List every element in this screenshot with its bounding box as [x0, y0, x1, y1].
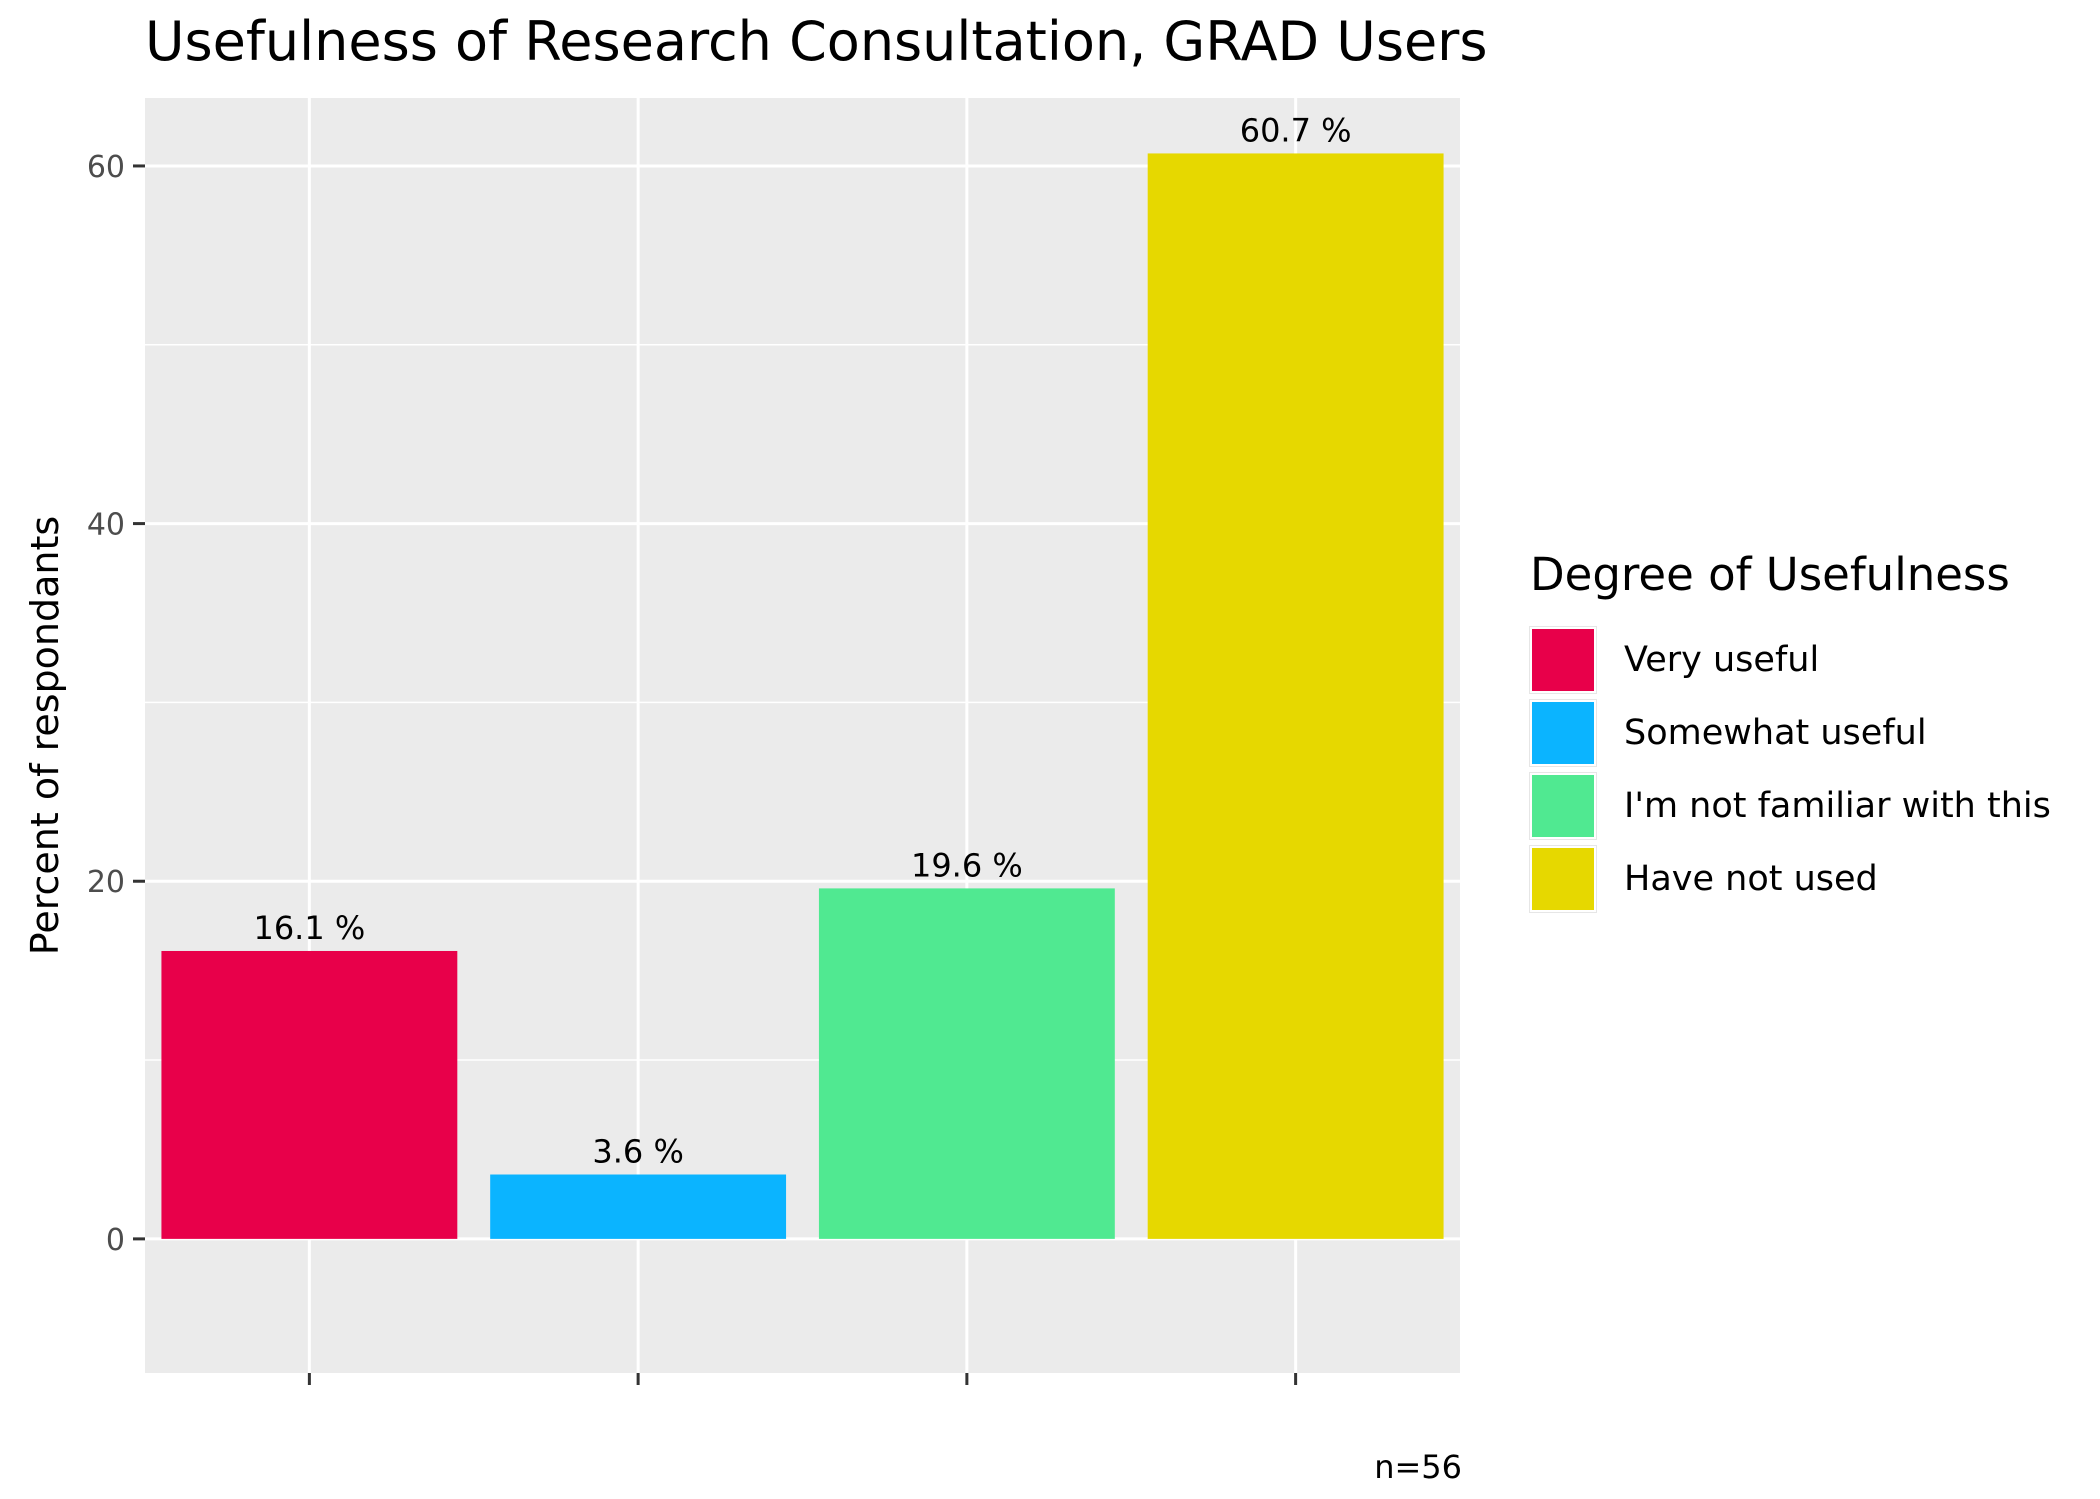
bar [818, 888, 1115, 1239]
legend-key [1529, 771, 1597, 840]
legend-label: Somewhat useful [1624, 712, 1927, 753]
legend-label: I'm not familiar with this [1624, 785, 2051, 826]
y-axis: 0 20 40 60 [87, 150, 145, 1258]
legend-label: Very useful [1624, 639, 1820, 680]
bars [161, 153, 1444, 1239]
bar-value-label: 19.6 % [911, 846, 1023, 884]
legend-key [1529, 625, 1597, 694]
chart-title: Usefulness of Research Consultation, GRA… [145, 10, 1488, 73]
bar [490, 1174, 787, 1239]
legend: Degree of Usefulness Very useful Somewhat… [1529, 548, 2051, 915]
y-tick-label: 0 [106, 1223, 125, 1258]
bar-value-label: 3.6 % [592, 1133, 683, 1171]
legend-items: Very useful Somewhat useful I'm not famili… [1529, 623, 2051, 915]
y-tick-label: 40 [87, 508, 125, 543]
y-tick-label: 60 [87, 150, 125, 185]
x-axis [307, 1373, 1298, 1385]
legend-item: Somewhat useful [1529, 696, 2051, 769]
bar-value-label: 60.7 % [1240, 111, 1352, 149]
legend-title: Degree of Usefulness [1530, 548, 2010, 601]
legend-key [1529, 698, 1597, 767]
y-tick-label: 20 [87, 865, 125, 900]
legend-item: I'm not familiar with this [1529, 769, 2051, 842]
legend-item: Have not used [1529, 842, 2051, 915]
bar-value-label: 16.1 % [253, 909, 365, 947]
legend-label: Have not used [1624, 858, 1878, 899]
bar [1147, 153, 1444, 1239]
bar-labels: 16.1 % 3.6 % 19.6 % 60.7 % [253, 111, 1351, 1170]
y-axis-title: Percent of respondants [23, 516, 67, 955]
legend-item: Very useful [1529, 623, 2051, 696]
chart-caption: n=56 [1374, 1448, 1462, 1486]
legend-key [1529, 844, 1597, 913]
bar [161, 950, 458, 1239]
